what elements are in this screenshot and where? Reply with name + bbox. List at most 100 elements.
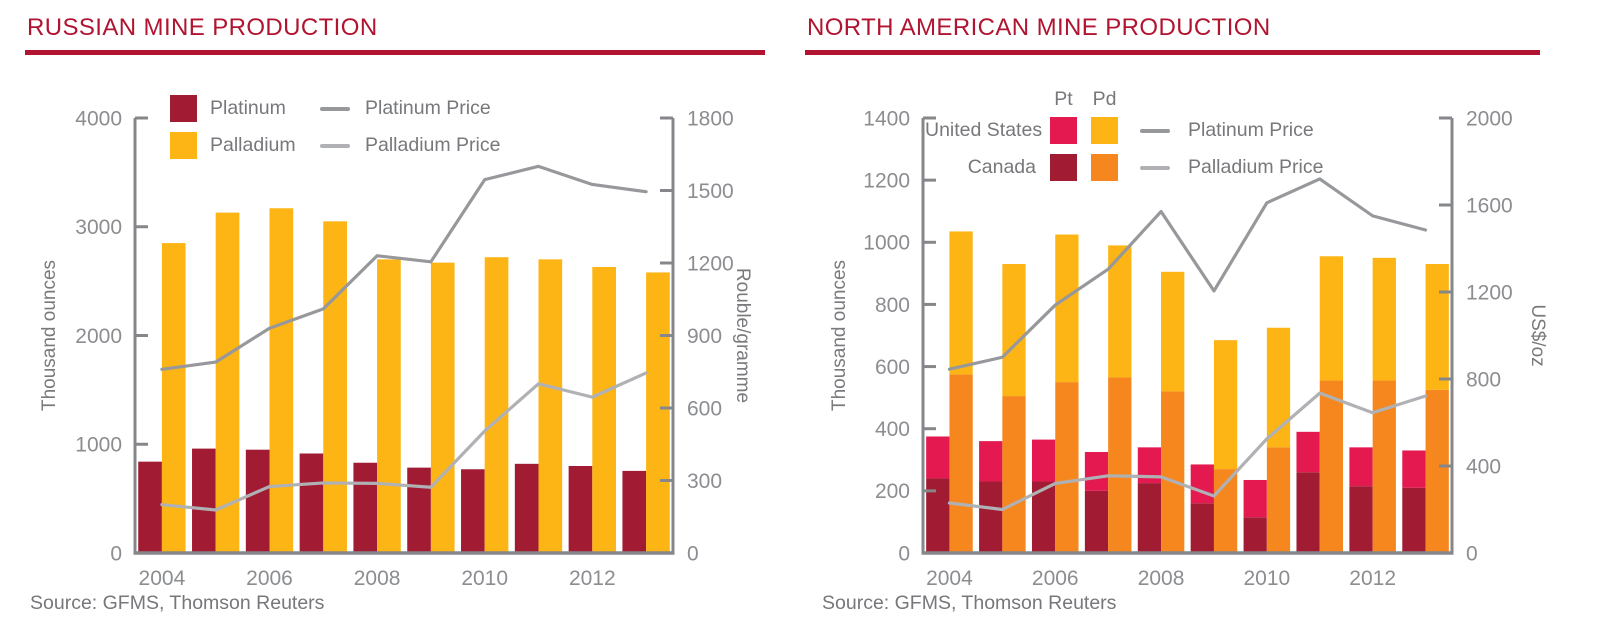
platinum-price-line	[947, 177, 1428, 371]
bar-platinum-2009	[407, 467, 431, 553]
canada-pt-swatch	[1050, 154, 1077, 181]
bar-platinum-2007	[299, 453, 324, 553]
bar-palladium-2005	[215, 212, 240, 554]
bar-united-states-pt-2006	[1031, 439, 1056, 482]
bar-canada-pd-2011	[1319, 380, 1344, 553]
russian-panel: RUSSIAN MINE PRODUCTION 0 1000 2000 3000 400…	[25, 0, 775, 627]
bar-platinum-2013	[622, 470, 647, 553]
bar-united-states-pd-2010	[1266, 327, 1291, 448]
right-axis-title: Rouble/gramme	[732, 268, 753, 403]
russian-chart-canvas: 0 1000 2000 3000 4000 0 300 600 900 1200 1500 1800 2…	[39, 107, 753, 590]
platinum-swatch	[170, 95, 197, 122]
right-axis-tick: 0	[687, 542, 699, 565]
palladium-price-label: Palladium Price	[1188, 156, 1324, 178]
pt-column-header: Pt	[1054, 87, 1073, 110]
platinum-price-line	[160, 164, 648, 371]
bar-canada-pd-2010	[1266, 447, 1291, 553]
left-axis-tick: 4000	[75, 107, 122, 130]
palladium-price-line	[947, 391, 1428, 512]
bar-platinum-2006	[245, 449, 270, 553]
platinum-price-line-swatch	[1140, 128, 1170, 133]
bar-palladium-2009	[430, 262, 455, 553]
platinum-label: Platinum	[210, 97, 286, 119]
right-axis-tick: 1800	[687, 107, 734, 130]
bar-canada-pt-2006	[1031, 481, 1056, 553]
legend-row-platinum: Platinum Platinum Price	[170, 90, 500, 127]
left-axis-tick: 1000	[75, 434, 122, 457]
bar-platinum-2004	[138, 461, 162, 553]
north-american-title: NORTH AMERICAN MINE PRODUCTION	[807, 14, 1271, 41]
russian-legend: Platinum Platinum Price Palladium Pallad…	[170, 90, 500, 164]
left-axis-tick: 1000	[863, 232, 910, 255]
x-axis-label: 2004	[926, 567, 973, 590]
bar-united-states-pt-2009	[1190, 464, 1214, 504]
legend-row-palladium: Palladium Palladium Price	[170, 127, 500, 164]
right-axis-tick: 800	[1466, 368, 1501, 391]
left-axis-tick: 1200	[863, 169, 910, 192]
canada-pd-swatch	[1091, 154, 1118, 181]
palladium-price-line	[160, 371, 648, 512]
x-axis-label: 2008	[354, 567, 401, 590]
right-axis-tick: 900	[687, 325, 722, 348]
right-axis-tick: 2000	[1466, 107, 1513, 130]
north-american-panel: NORTH AMERICAN MINE PRODUCTION 0 200 400 60…	[795, 0, 1555, 627]
bar-united-states-pt-2008	[1137, 447, 1162, 484]
right-axis-tick: 1200	[1466, 281, 1513, 304]
palladium-price-label: Palladium Price	[365, 134, 501, 156]
bar-united-states-pd-2011	[1319, 256, 1344, 381]
united-states-label: United States	[925, 119, 1043, 141]
right-axis-tick: 400	[1466, 455, 1501, 478]
bar-canada-pd-2006	[1055, 382, 1079, 553]
left-axis-tick: 0	[898, 542, 910, 565]
bar-united-states-pt-2005	[979, 441, 1003, 482]
russian-title-rule	[25, 50, 765, 55]
platinum-price-label: Platinum Price	[365, 97, 491, 119]
bar-canada-pd-2012	[1372, 380, 1396, 553]
north-american-legend: Pt Pd United States Platinum Price Canad…	[925, 86, 1323, 186]
left-axis-tick: 2000	[75, 325, 122, 348]
bar-canada-pd-2004	[949, 374, 973, 553]
bar-platinum-2011	[514, 463, 539, 553]
right-axis-title: US$/oz	[1527, 304, 1548, 366]
bar-platinum-2012	[568, 466, 593, 553]
right-axis-tick: 1600	[1466, 194, 1513, 217]
left-axis-tick: 1400	[863, 107, 910, 130]
bar-united-states-pd-2007	[1108, 245, 1132, 378]
bar-palladium-2008	[377, 259, 401, 553]
bar-canada-pt-2007	[1084, 490, 1109, 553]
bar-canada-pd-2008	[1161, 391, 1185, 553]
bar-canada-pt-2009	[1190, 503, 1214, 553]
x-axis-label: 2004	[139, 567, 186, 590]
left-axis-tick: 800	[875, 294, 910, 317]
platinum-price-label: Platinum Price	[1188, 119, 1314, 141]
north-american-source: Source: GFMS, Thomson Reuters	[822, 592, 1117, 614]
bar-palladium-2011	[538, 259, 563, 553]
bar-united-states-pt-2011	[1296, 431, 1320, 473]
right-axis-tick: 300	[687, 470, 722, 493]
left-axis-title: Thousand ounces	[39, 260, 60, 411]
x-axis-label: 2008	[1138, 567, 1185, 590]
x-axis-label: 2010	[461, 567, 508, 590]
palladium-swatch	[170, 132, 197, 159]
x-axis-label: 2010	[1243, 567, 1290, 590]
x-axis-label: 2012	[569, 567, 616, 590]
bar-canada-pt-2011	[1296, 472, 1320, 553]
bar-canada-pt-2012	[1349, 486, 1373, 553]
left-axis-tick: 3000	[75, 216, 122, 239]
bar-united-states-pd-2009	[1213, 340, 1238, 470]
bar-palladium-2006	[269, 208, 294, 553]
palladium-price-line-swatch	[1140, 165, 1170, 170]
russian-title: RUSSIAN MINE PRODUCTION	[27, 14, 378, 41]
bar-palladium-2010	[484, 257, 509, 553]
bar-canada-pd-2013	[1425, 389, 1449, 553]
russian-source: Source: GFMS, Thomson Reuters	[30, 592, 325, 614]
bar-united-states-pt-2007	[1084, 452, 1109, 491]
bar-united-states-pd-2013	[1425, 264, 1449, 390]
right-axis-tick: 0	[1466, 542, 1478, 565]
bar-canada-pt-2010	[1243, 517, 1267, 553]
bar-united-states-pt-2010	[1243, 479, 1267, 518]
bar-platinum-2008	[353, 462, 378, 553]
bar-united-states-pd-2004	[949, 231, 973, 375]
bar-united-states-pt-2012	[1349, 447, 1373, 487]
